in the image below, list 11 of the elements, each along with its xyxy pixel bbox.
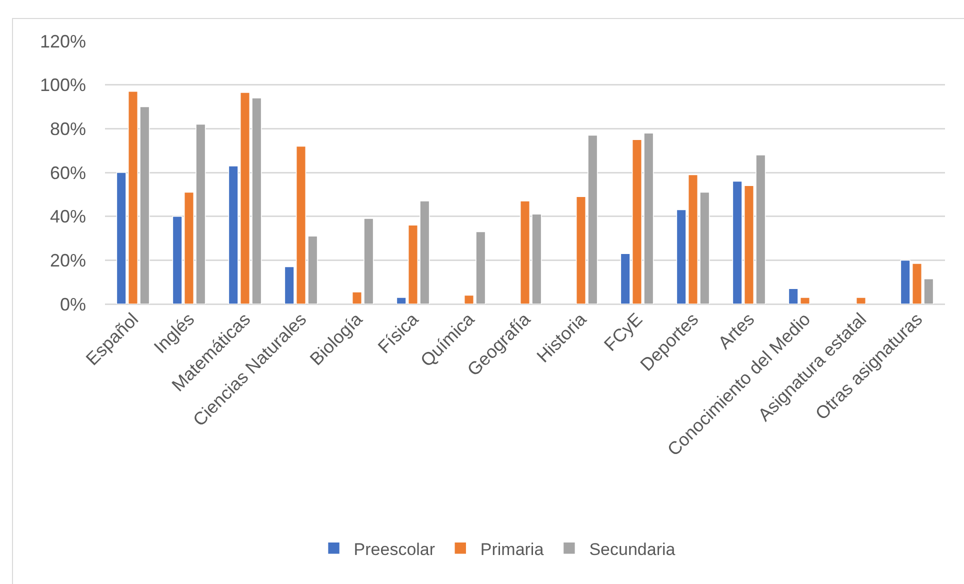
y-tick-label: 20% bbox=[50, 250, 86, 270]
y-tick-label: 60% bbox=[50, 162, 86, 183]
legend-label: Secundaria bbox=[589, 540, 676, 559]
y-tick-label: 100% bbox=[40, 75, 86, 96]
legend-label: Preescolar bbox=[354, 540, 436, 559]
y-tick-label: 80% bbox=[50, 118, 86, 139]
y-tick-label: 0% bbox=[60, 294, 86, 314]
bar bbox=[856, 297, 866, 304]
y-tick-label: 40% bbox=[50, 206, 86, 227]
y-tick-label: 120% bbox=[40, 31, 86, 52]
legend-label: Primaria bbox=[480, 540, 544, 559]
